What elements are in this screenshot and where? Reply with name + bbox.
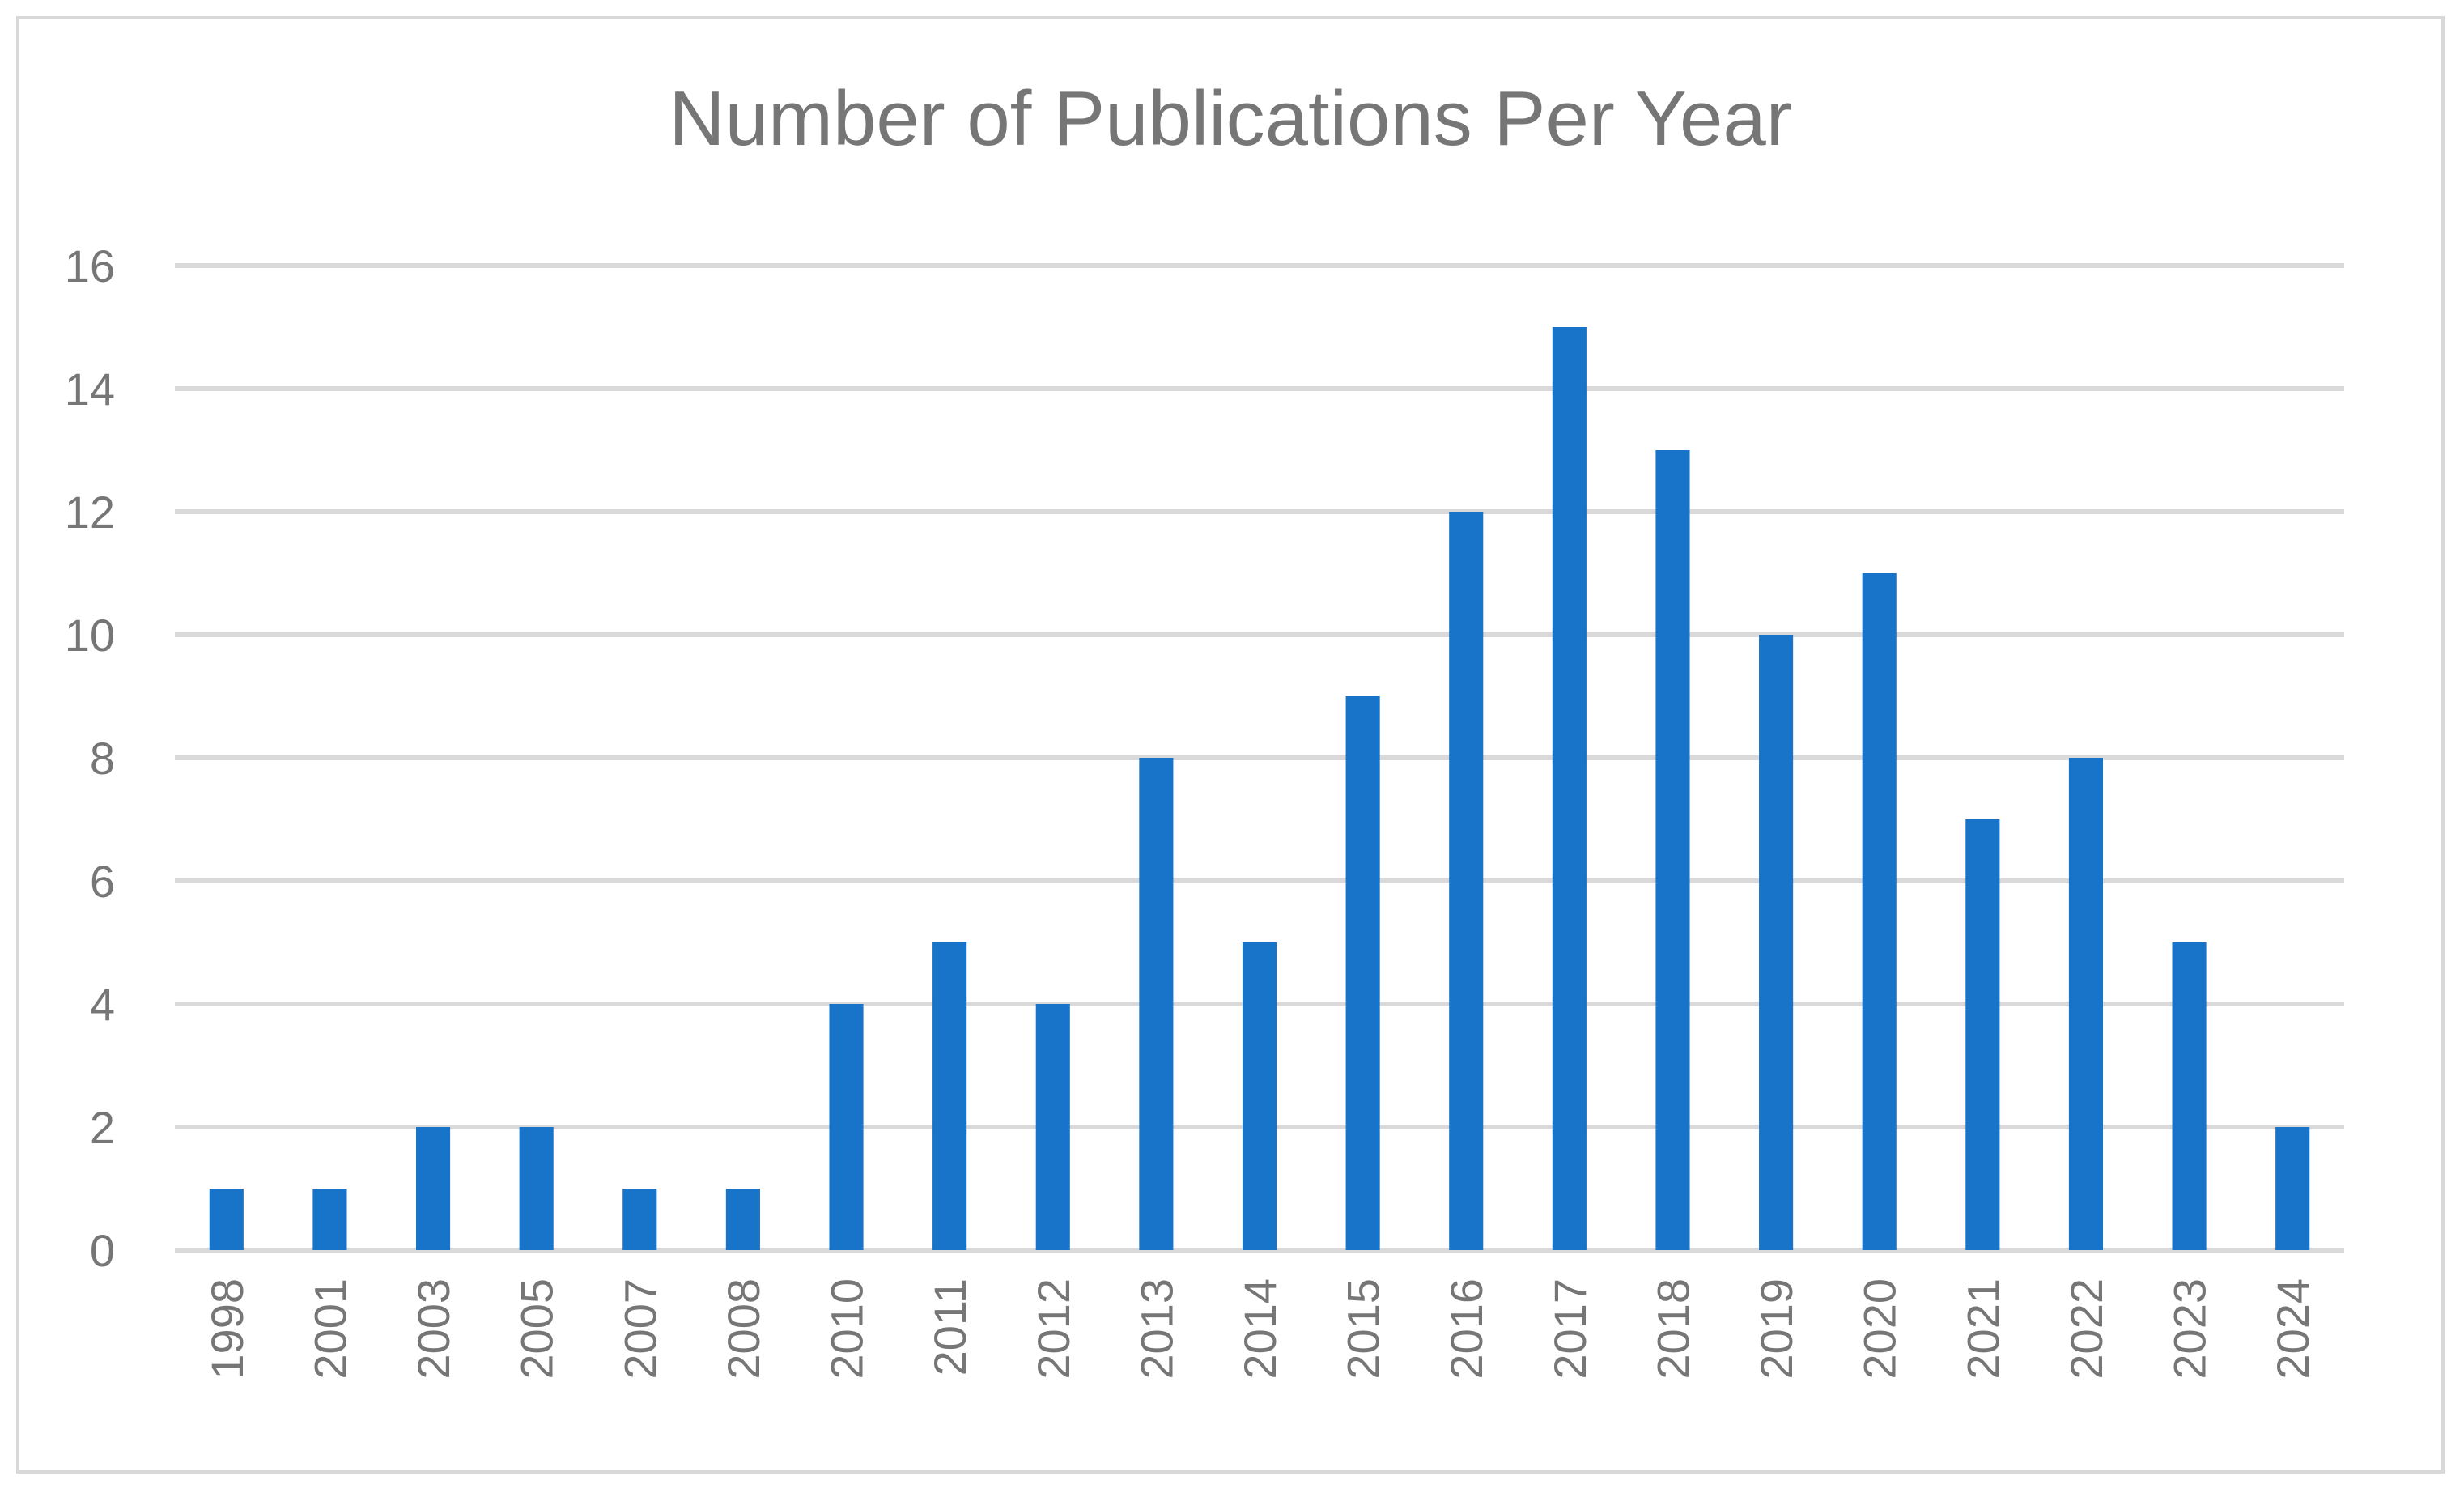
x-tick-label: 2022 xyxy=(2061,1278,2112,1380)
y-tick-label: 8 xyxy=(90,733,115,784)
bar-1998 xyxy=(209,1189,244,1250)
bar-2011 xyxy=(932,942,967,1250)
bar-2013 xyxy=(1139,758,1174,1250)
x-tick-label: 2019 xyxy=(1751,1278,1802,1380)
x-tick-label: 2012 xyxy=(1028,1278,1079,1380)
bar-2020 xyxy=(1862,573,1897,1250)
y-tick-label: 0 xyxy=(90,1225,115,1276)
bar-2021 xyxy=(1965,819,2000,1250)
bar-2016 xyxy=(1449,512,1484,1250)
bar-2010 xyxy=(829,1004,864,1250)
x-tick-label: 2017 xyxy=(1544,1278,1595,1380)
x-tick-label: 2024 xyxy=(2267,1278,2318,1380)
bar-2012 xyxy=(1035,1004,1070,1250)
x-tick-label: 2011 xyxy=(924,1278,975,1376)
bar-2003 xyxy=(415,1127,451,1250)
chart-frame: Number of Publications Per Year 0 2 4 6 8 10 1… xyxy=(16,16,2445,1474)
x-tick-label: 2018 xyxy=(1647,1278,1698,1380)
bar-2024 xyxy=(2275,1127,2310,1250)
x-tick-label: 2023 xyxy=(2164,1278,2215,1380)
x-tick-label: 2015 xyxy=(1338,1278,1389,1380)
y-tick-label: 2 xyxy=(90,1102,115,1153)
x-tick-label: 2005 xyxy=(512,1278,563,1380)
bar-chart: Number of Publications Per Year 0 2 4 6 8 10 1… xyxy=(65,75,2344,1380)
y-tick-label: 12 xyxy=(65,487,115,538)
bar-2023 xyxy=(2172,942,2207,1250)
bar-2008 xyxy=(725,1189,760,1250)
x-tick-label: 2020 xyxy=(1854,1278,1905,1380)
x-tick-label: 2013 xyxy=(1131,1278,1182,1380)
y-tick-label: 4 xyxy=(90,979,115,1030)
bar-2017 xyxy=(1552,327,1587,1250)
x-tick-label: 2016 xyxy=(1441,1278,1492,1380)
x-axis-tick-labels: 1998 2001 2003 2005 2007 2008 2010 2011 2012 2013… xyxy=(202,1278,2318,1380)
chart-title: Number of Publications Per Year xyxy=(669,75,1791,162)
x-tick-label: 2014 xyxy=(1234,1278,1285,1380)
bar-2022 xyxy=(2068,758,2104,1250)
bar-2019 xyxy=(1759,635,1794,1250)
bars xyxy=(209,327,2310,1250)
bar-2014 xyxy=(1242,942,1277,1250)
y-tick-label: 16 xyxy=(65,240,115,291)
bar-2015 xyxy=(1345,696,1380,1250)
x-tick-label: 2021 xyxy=(1957,1278,2008,1380)
x-tick-label: 2010 xyxy=(822,1278,873,1380)
x-tick-label: 2001 xyxy=(304,1278,355,1380)
y-axis-tick-labels: 0 2 4 6 8 10 12 14 16 xyxy=(65,240,115,1276)
x-tick-label: 2007 xyxy=(614,1278,665,1380)
bar-2001 xyxy=(312,1189,347,1250)
x-tick-label: 1998 xyxy=(202,1278,253,1380)
bar-2005 xyxy=(519,1127,554,1250)
bar-2007 xyxy=(622,1189,657,1250)
x-tick-label: 2003 xyxy=(408,1278,459,1380)
y-tick-label: 14 xyxy=(65,364,115,415)
x-tick-label: 2008 xyxy=(718,1278,769,1380)
bar-2018 xyxy=(1655,450,1690,1250)
y-tick-label: 6 xyxy=(90,856,115,907)
y-tick-label: 10 xyxy=(65,610,115,661)
